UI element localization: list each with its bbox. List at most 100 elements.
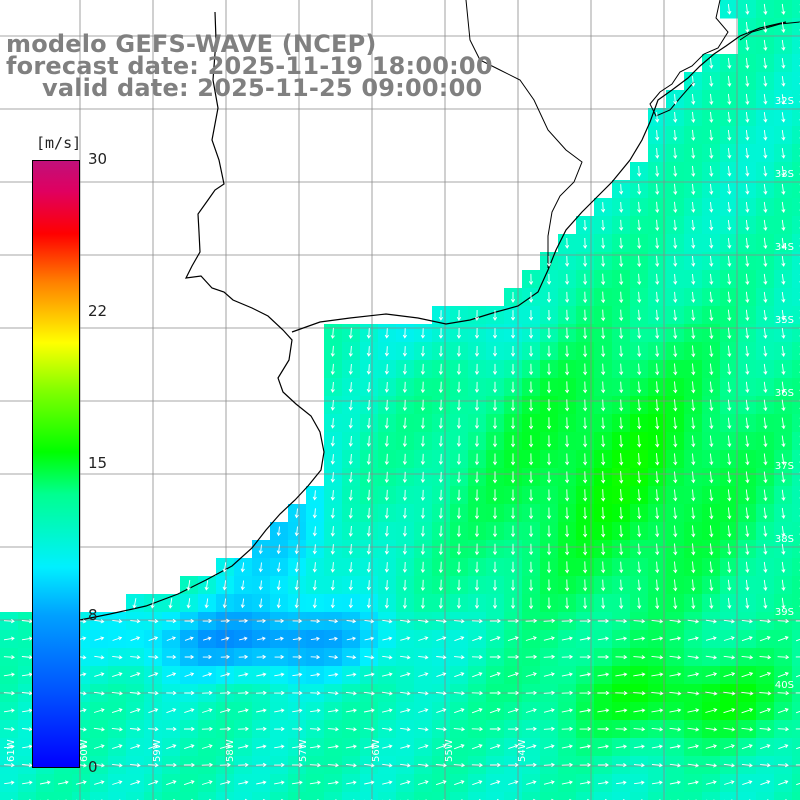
wind-arrow bbox=[366, 435, 371, 447]
wind-speed-cell bbox=[792, 198, 800, 217]
wind-arrow bbox=[312, 580, 317, 591]
wind-arrow bbox=[382, 744, 393, 749]
wind-arrow bbox=[673, 417, 678, 430]
wind-arrow bbox=[723, 727, 736, 732]
latitude-label: 35S bbox=[775, 315, 794, 326]
wind-arrow bbox=[238, 654, 249, 659]
wind-arrow bbox=[561, 762, 574, 767]
wind-arrow bbox=[328, 691, 339, 696]
wind-arrow bbox=[655, 453, 660, 466]
wind-arrow bbox=[763, 3, 768, 15]
wind-arrow bbox=[438, 435, 443, 448]
wind-arrow bbox=[583, 327, 588, 340]
wind-arrow bbox=[619, 201, 624, 213]
wind-arrow bbox=[633, 691, 646, 696]
wind-speed-cell bbox=[486, 792, 505, 800]
wind-arrow bbox=[637, 345, 642, 358]
wind-arrow bbox=[673, 561, 678, 574]
wind-arrow bbox=[274, 654, 285, 660]
wind-arrow bbox=[637, 381, 642, 394]
wind-speed-cell bbox=[306, 792, 325, 800]
wind-arrow bbox=[745, 543, 750, 556]
wind-arrow bbox=[709, 597, 714, 610]
wind-arrow bbox=[490, 744, 501, 750]
wind-arrow bbox=[346, 636, 357, 641]
wind-arrow bbox=[745, 435, 750, 448]
wind-arrow bbox=[781, 399, 786, 412]
wind-arrow bbox=[795, 638, 800, 642]
colorbar-tick-30: 30 bbox=[88, 150, 108, 168]
wind-arrow bbox=[525, 708, 537, 713]
wind-arrow bbox=[528, 310, 534, 321]
wind-arrow bbox=[637, 435, 642, 448]
wind-arrow bbox=[727, 489, 732, 502]
wind-arrow bbox=[781, 39, 786, 51]
wind-arrow bbox=[727, 381, 732, 394]
wind-arrow bbox=[528, 363, 534, 376]
wind-arrow bbox=[528, 417, 534, 430]
wind-arrow bbox=[256, 780, 267, 785]
wind-arrow bbox=[673, 237, 678, 249]
wind-arrow bbox=[745, 489, 750, 502]
wind-arrow bbox=[619, 453, 624, 466]
wind-arrow bbox=[691, 417, 696, 430]
wind-arrow bbox=[655, 525, 660, 538]
wind-speed-cell bbox=[126, 792, 145, 800]
wind-arrow bbox=[111, 708, 123, 714]
wind-arrow bbox=[669, 727, 682, 732]
wind-arrow bbox=[402, 471, 407, 484]
wind-arrow bbox=[438, 381, 443, 394]
wind-arrow bbox=[709, 202, 714, 213]
wind-arrow bbox=[384, 562, 389, 573]
wind-arrow bbox=[547, 435, 552, 448]
wind-arrow bbox=[438, 507, 443, 520]
wind-arrow bbox=[565, 417, 570, 430]
wind-arrow bbox=[727, 4, 732, 15]
wind-arrow bbox=[510, 435, 516, 448]
wind-arrow bbox=[777, 708, 789, 714]
wind-arrow bbox=[489, 726, 502, 732]
wind-arrow bbox=[637, 327, 642, 340]
wind-arrow bbox=[93, 763, 105, 768]
wind-arrow bbox=[202, 708, 213, 713]
wind-arrow bbox=[709, 453, 714, 466]
wind-arrow bbox=[781, 183, 786, 195]
wind-arrow bbox=[583, 579, 588, 592]
wind-arrow bbox=[691, 147, 696, 159]
wind-arrow bbox=[745, 525, 750, 538]
longitude-label: 60W bbox=[79, 739, 90, 762]
wind-arrow bbox=[22, 780, 33, 785]
wind-arrow bbox=[276, 562, 281, 573]
wind-arrow bbox=[436, 655, 447, 660]
wind-arrow bbox=[709, 363, 714, 376]
wind-speed-cell bbox=[378, 792, 397, 800]
wind-arrow bbox=[759, 727, 772, 732]
wind-arrow bbox=[723, 763, 735, 768]
wind-arrow bbox=[366, 453, 371, 466]
wind-speed-cell bbox=[792, 18, 800, 37]
wind-arrow bbox=[615, 744, 628, 749]
wind-arrow bbox=[669, 655, 682, 660]
wind-arrow bbox=[637, 525, 642, 538]
wind-arrow bbox=[312, 544, 317, 555]
wind-arrow bbox=[619, 543, 624, 556]
longitude-label: 58W bbox=[225, 739, 236, 762]
wind-arrow bbox=[673, 435, 678, 448]
wind-arrow bbox=[292, 690, 303, 696]
wind-speed-cell bbox=[234, 792, 253, 800]
wind-arrow bbox=[508, 744, 519, 750]
wind-arrow bbox=[651, 763, 663, 768]
wind-arrow bbox=[763, 417, 768, 430]
wind-arrow bbox=[438, 543, 443, 556]
wind-arrow bbox=[781, 255, 786, 267]
wind-arrow bbox=[565, 291, 570, 303]
wind-arrow bbox=[381, 672, 393, 677]
wind-arrow bbox=[132, 598, 137, 609]
wind-arrow bbox=[492, 435, 498, 448]
wind-arrow bbox=[597, 618, 610, 624]
wind-arrow bbox=[402, 489, 407, 501]
wind-arrow bbox=[781, 561, 786, 573]
wind-arrow bbox=[166, 636, 177, 641]
wind-speed-cell bbox=[36, 792, 55, 800]
wind-arrow bbox=[237, 744, 249, 749]
